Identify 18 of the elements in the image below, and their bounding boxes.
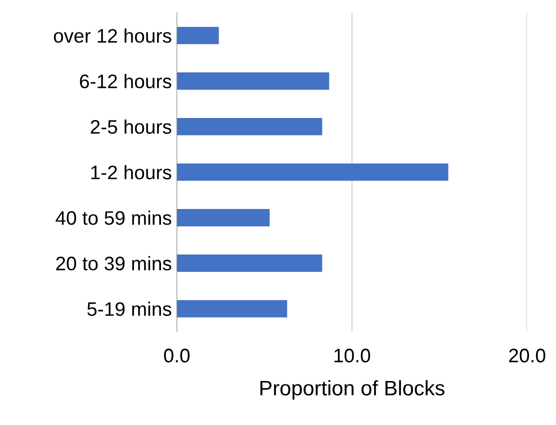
y-tick-label: 20 to 39 mins [56, 256, 172, 270]
y-tick-label: 1-2 hours [91, 165, 172, 180]
x-axis-title: Proportion of Blocks [260, 380, 444, 400]
y-tick-label: 6-12 hours [80, 74, 172, 88]
y-tick-label: over 12 hours [54, 28, 172, 43]
bar [176, 72, 330, 90]
y-tick-label: 2-5 hours [90, 120, 172, 134]
x-tick-label: 20.0 [509, 348, 546, 362]
bar [176, 26, 219, 44]
y-tick-label: 40 to 59 mins [56, 210, 172, 225]
bar [176, 118, 322, 136]
x-tick-label: 0.0 [164, 348, 190, 362]
bar [176, 209, 270, 226]
bar [176, 163, 448, 181]
bar [176, 254, 322, 272]
bar [176, 300, 288, 318]
y-tick-label: 5-19 mins [87, 302, 172, 316]
x-tick-label: 10.0 [334, 348, 370, 362]
